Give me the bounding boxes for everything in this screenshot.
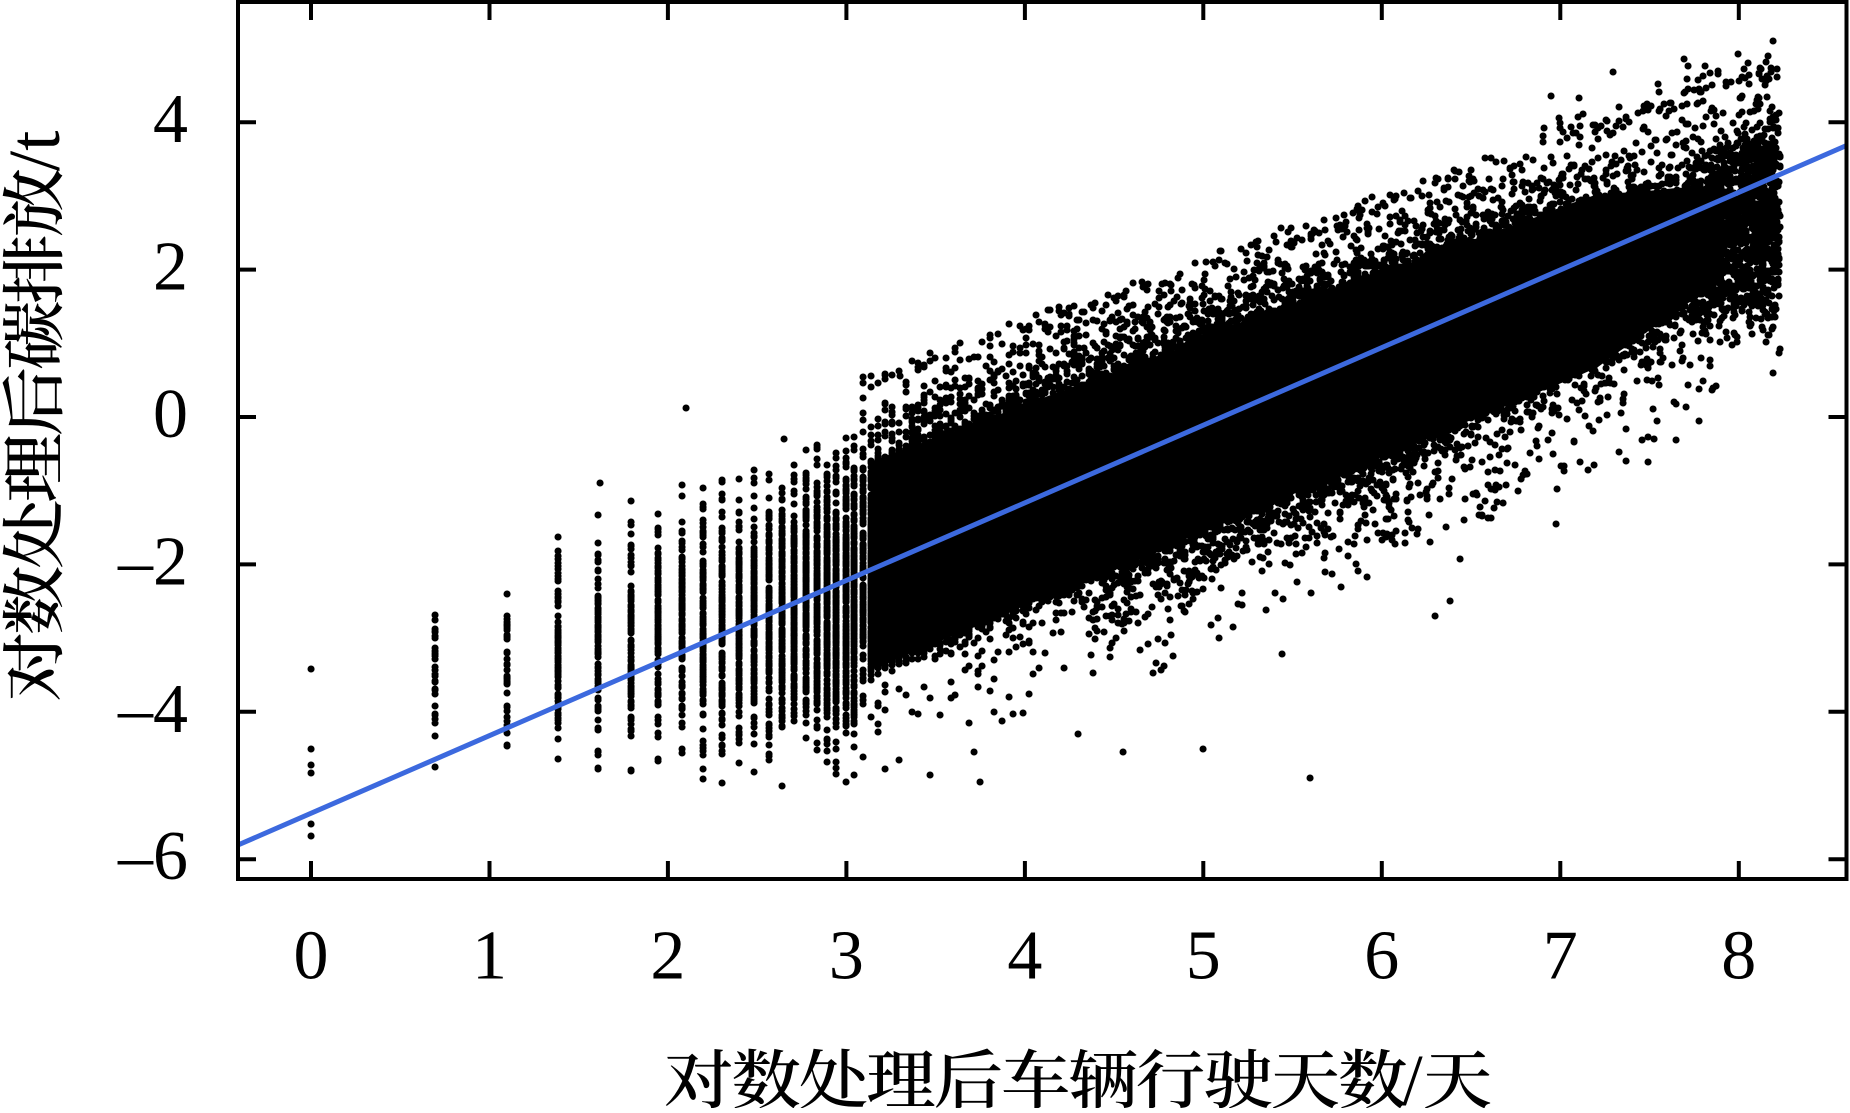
svg-text:0: 0 <box>153 376 188 453</box>
svg-text:4: 4 <box>153 81 188 158</box>
svg-text:2: 2 <box>650 918 685 995</box>
svg-text:8: 8 <box>1721 918 1756 995</box>
svg-text:5: 5 <box>1186 918 1221 995</box>
svg-text:/: / <box>1402 1040 1423 1108</box>
svg-text:4: 4 <box>1007 918 1042 995</box>
svg-text:0: 0 <box>294 918 329 995</box>
svg-text:6: 6 <box>1364 918 1399 995</box>
svg-text:3: 3 <box>829 918 864 995</box>
svg-text:7: 7 <box>1543 918 1578 995</box>
svg-text:1: 1 <box>472 918 507 995</box>
svg-text:–2: –2 <box>117 523 188 600</box>
svg-text:2: 2 <box>153 229 188 306</box>
svg-text:–6: –6 <box>117 818 188 895</box>
svg-text:/t: /t <box>0 131 75 172</box>
svg-text:–4: –4 <box>117 671 188 748</box>
